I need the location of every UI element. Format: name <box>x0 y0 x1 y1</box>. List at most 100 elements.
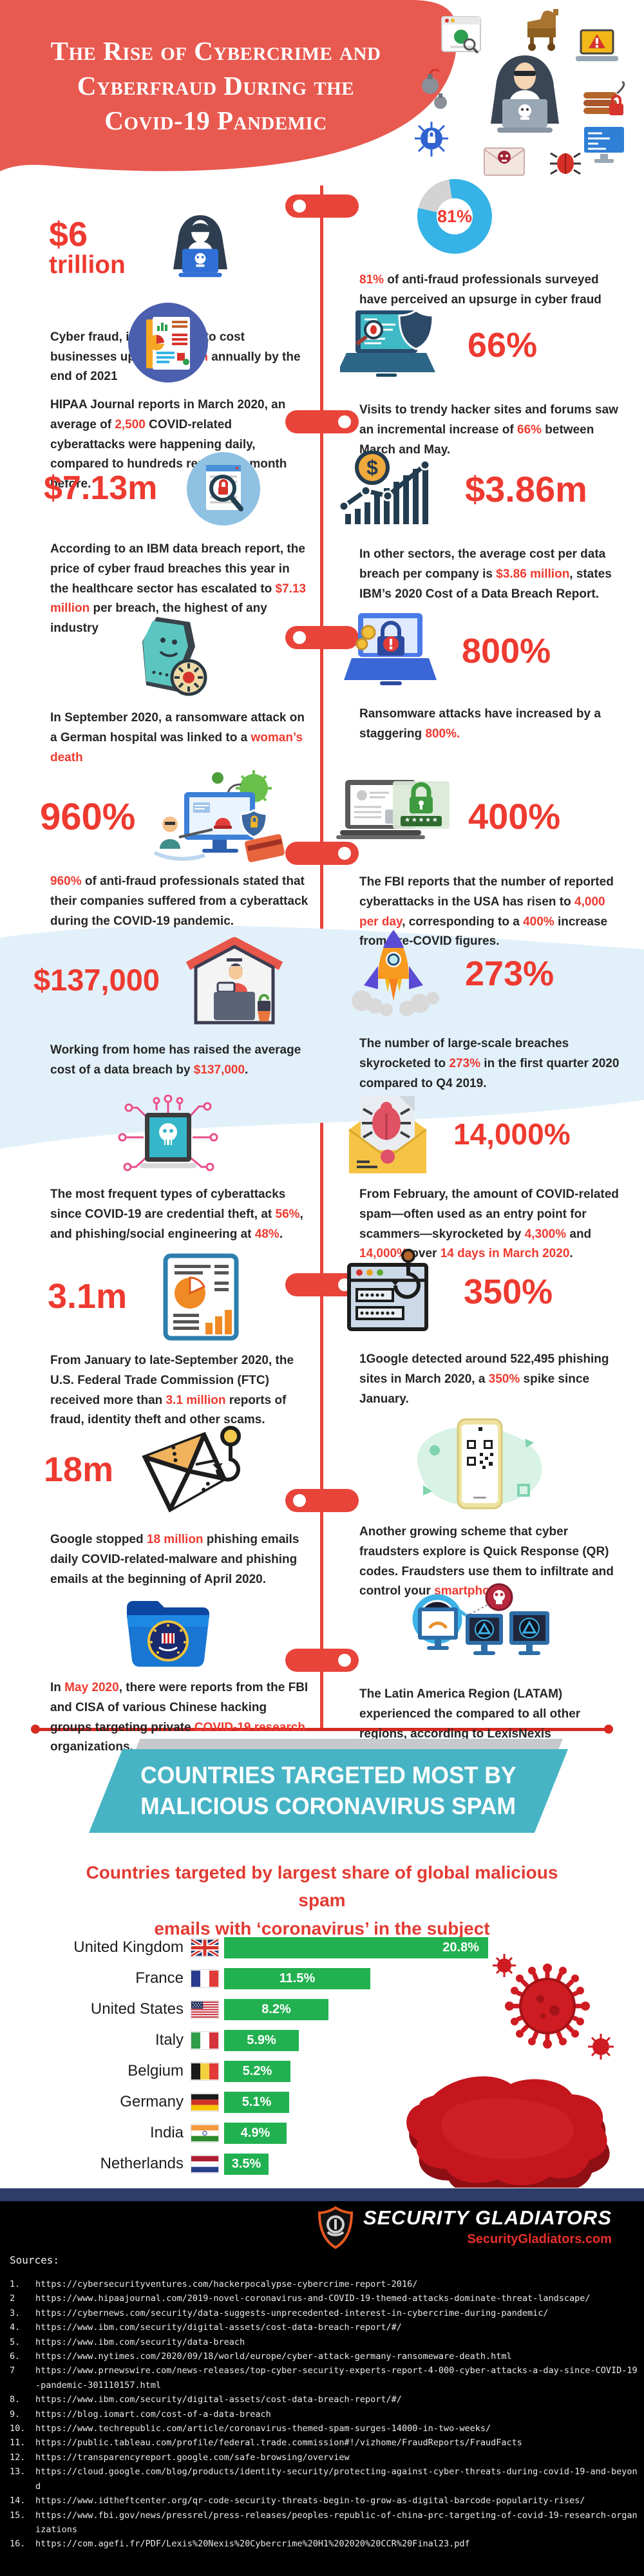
flag-nl-icon <box>191 2155 218 2173</box>
source-item: 13. https://cloud.google.com/blog/product… <box>10 2465 638 2494</box>
report-stack-icon <box>128 303 208 383</box>
stat-text: In September 2020, a ransomware attack o… <box>50 711 305 764</box>
source-item: 7 https://www.prnewswire.com/news-release… <box>10 2363 638 2392</box>
dynamite-lock-icon <box>583 80 625 115</box>
source-url: https://com.agefi.fr/PDF/Lexis%20Nexis%2… <box>35 2539 470 2550</box>
chart-row: Belgium 5.2% <box>35 2056 512 2087</box>
qr-phone-illustration <box>417 1418 542 1510</box>
source-number: 2 <box>10 2293 15 2304</box>
stat-credential-theft: The most frequent types of cyberattacks … <box>24 1095 311 1244</box>
source-url: https://www.nytimes.com/2020/09/18/world… <box>35 2351 512 2362</box>
timeline-link <box>285 1649 359 1672</box>
stat-text: Visits to trendy hacker sites and forums… <box>359 403 618 457</box>
stat-7-13m: $7.13m According to an IBM data breach r… <box>24 451 311 639</box>
value-bar: 11.5% <box>224 1967 370 1989</box>
stat-value: $7.13m <box>44 469 158 507</box>
source-item: 2 https://www.hipaajournal.com/2019-novel… <box>10 2291 638 2306</box>
source-number: 1. <box>10 2279 21 2289</box>
stat-value: 18m <box>44 1450 114 1490</box>
coffin-virus-icon <box>142 617 207 696</box>
ransom-laptop-alert-icon <box>344 613 437 685</box>
footer: SECURITY GLADIATORS SecurityGladiators.c… <box>0 2201 644 2576</box>
country-label: United States <box>90 2000 184 2018</box>
laptop-shield-bug-icon <box>340 309 435 377</box>
stat-hipaa-2500: HIPAA Journal reports in March 2020, an … <box>24 301 311 495</box>
timeline-link <box>285 1273 359 1296</box>
fraud-monitor-illustration <box>154 770 285 862</box>
stat-3-1m: 3.1m From January to late-September 2020… <box>24 1253 311 1430</box>
wfh-house-icon <box>185 937 283 1025</box>
source-number: 9. <box>10 2409 21 2420</box>
country-label: France <box>135 1969 184 1987</box>
phishing-site-hook-icon <box>347 1249 428 1331</box>
value-bar: 20.8% <box>224 1937 488 1958</box>
source-number: 11. <box>10 2438 26 2448</box>
stat-18m: 18m Google stopped 18 million phishing e… <box>24 1422 311 1589</box>
source-item: 16. https://com.agefi.fr/PDF/Lexis%20Nexi… <box>10 2537 638 2551</box>
timeline-end-line <box>35 1728 609 1731</box>
timeline-end-dot <box>31 1725 40 1734</box>
browser-virus-icon <box>441 16 481 53</box>
stat-value: $137,000 <box>33 963 160 998</box>
source-number: 5. <box>10 2336 21 2347</box>
navy-divider <box>0 2188 644 2201</box>
stat-text: According to an IBM data breach report, … <box>50 542 307 636</box>
chart-row: Italy 5.9% <box>35 2025 512 2056</box>
country-label: India <box>149 2124 184 2141</box>
source-number: 6. <box>10 2351 21 2362</box>
blue-wave-band <box>0 925 644 1149</box>
timeline-link <box>285 410 359 433</box>
stat-hospital-ransomware: In September 2020, a ransomware attack o… <box>24 613 311 768</box>
circuit-lock-icon <box>415 122 448 156</box>
europe-map-3d <box>406 2076 610 2188</box>
monitors-skull-illustration <box>412 1583 549 1655</box>
circuit-skull-laptop-icon <box>118 1095 218 1171</box>
flag-de-icon <box>191 2094 218 2111</box>
source-url: https://www.ibm.com/security/digital-ass… <box>35 2394 402 2405</box>
stat-text: Google stopped 18 million phishing email… <box>50 1533 299 1586</box>
section-banner: COUNTRIES TARGETED MOST BY MALICIOUS COR… <box>89 1739 568 1834</box>
stat-text: From January to late-September 2020, the… <box>50 1354 294 1427</box>
trojan-horse-icon <box>527 9 558 51</box>
stat-fbi-cisa: In May 2020, there were reports from the… <box>24 1592 311 1757</box>
source-url: https://www.techrepublic.com/article/cor… <box>35 2423 491 2434</box>
stat-81-percent: 81% 81% of anti-fraud professionals surv… <box>334 179 625 330</box>
value-bar: 5.9% <box>224 2029 299 2051</box>
laptop-warning-icon <box>576 29 618 61</box>
stat-value: 800% <box>462 632 551 671</box>
banner-line2: MALICIOUS CORONAVIRUS SPAM <box>140 1793 516 1819</box>
chart-row: Netherlands 3.5% <box>35 2148 512 2179</box>
source-number: 16. <box>10 2539 26 2550</box>
coronavirus-icon <box>493 1954 614 2060</box>
source-item: 5. https://www.ibm.com/security/data-brea… <box>10 2335 638 2349</box>
brand-site-link[interactable]: SecurityGladiators.com <box>467 2232 612 2246</box>
chart-row: United States 8.2% <box>35 1994 512 2025</box>
header-red-blob <box>0 0 458 171</box>
flag-in-icon <box>191 2125 218 2142</box>
phishing-mail-hook-icon <box>142 1426 242 1513</box>
stat-value: 3.1m <box>48 1277 128 1316</box>
stat-text: From February, the amount of COVID-relat… <box>359 1188 619 1261</box>
chart-row: United Kingdom 20.8% <box>35 1932 512 1963</box>
stat-273-percent: 273% The number of large-scale breaches … <box>334 926 625 1094</box>
chart-row: India 4.9% <box>35 2117 512 2148</box>
mail-bug-icon <box>348 1096 427 1173</box>
source-url: https://www.ibm.com/security/digital-ass… <box>35 2322 402 2333</box>
timeline-link <box>285 626 359 649</box>
source-number: 3. <box>10 2307 21 2318</box>
spam-countries-bar-chart: United Kingdom 20.8% France 11.5% United Sta… <box>35 1932 512 2179</box>
security-gladiators-shield-logo <box>318 2206 354 2249</box>
stat-value: $6 trillion <box>49 215 126 279</box>
source-url: https://cloud.google.com/blog/products/i… <box>35 2467 638 2492</box>
hacker-illustration-cluster <box>406 0 644 184</box>
stat-value: 960% <box>40 796 136 838</box>
source-item: 4. https://www.ibm.com/security/digital-a… <box>10 2320 638 2334</box>
source-item: 15. https://www.fbi.gov/news/pressrel/pre… <box>10 2508 638 2537</box>
country-label: Netherlands <box>100 2155 184 2172</box>
brand-logo: SECURITY GLADIATORS SecurityGladiators.c… <box>317 2206 612 2249</box>
source-url: https://blog.iomart.com/cost-of-a-data-b… <box>35 2409 271 2420</box>
donut-chart: 81% <box>417 179 492 254</box>
flag-us-icon <box>191 2001 218 2018</box>
stat-text: Ransomware attacks have increased by a s… <box>359 707 601 741</box>
